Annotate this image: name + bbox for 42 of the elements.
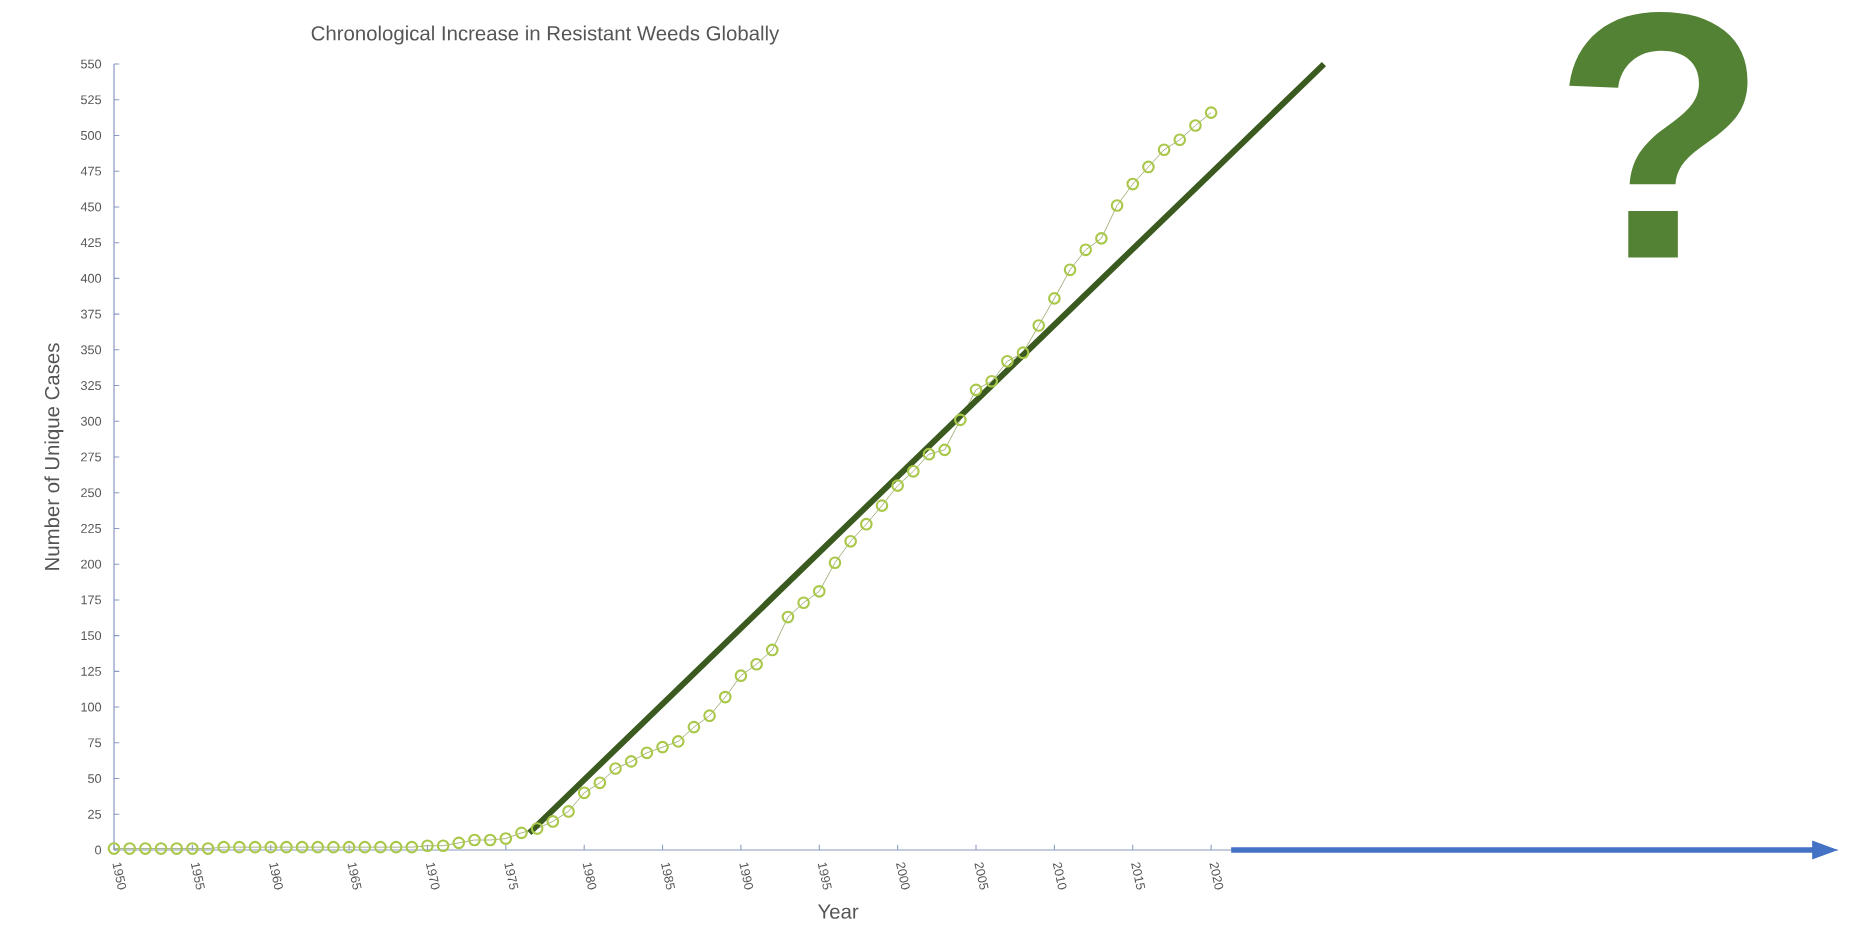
y-tick-label: 150 — [81, 631, 102, 641]
x-tick-label: 2010 — [1052, 862, 1067, 890]
y-tick-label: 0 — [95, 845, 102, 855]
y-tick-label: 275 — [81, 452, 102, 462]
x-tick-label: 1960 — [269, 862, 283, 890]
x-tick-label: 2015 — [1131, 862, 1146, 890]
y-tick-label: 125 — [81, 666, 102, 676]
y-tick-label: 425 — [80, 238, 102, 248]
y-tick-label: 200 — [81, 559, 102, 569]
x-tick-label: 1970 — [426, 862, 440, 890]
y-tick-label: 325 — [80, 381, 102, 391]
y-tick-label: 300 — [80, 416, 102, 426]
y-tick-label: 50 — [88, 774, 102, 784]
x-tick-label: 2000 — [896, 862, 910, 890]
y-tick-label: 250 — [81, 488, 102, 498]
y-tick-label: 75 — [88, 738, 102, 748]
x-axis-title: Year — [817, 904, 859, 919]
x-tick-label: 1990 — [739, 862, 754, 890]
y-tick-label: 375 — [80, 309, 102, 319]
x-tick-label: 2020 — [1209, 862, 1224, 890]
x-tick-label: 1995 — [817, 862, 832, 890]
y-tick-label: 550 — [80, 59, 102, 69]
annotation: ? — [1569, 12, 1748, 258]
y-tick-label: 175 — [81, 595, 102, 605]
y-tick-label: 525 — [80, 95, 102, 105]
y-tick-label: 350 — [80, 345, 102, 355]
y-tick-label: 475 — [80, 166, 102, 176]
x-tick-label: 1980 — [582, 862, 597, 890]
x-tick-label: 1950 — [112, 862, 127, 890]
y-tick-label: 225 — [81, 523, 102, 533]
x-tick-label: 1955 — [190, 862, 205, 890]
chart-title: Chronological Increase in Resistant Weeds Globally — [311, 25, 780, 45]
x-tick-label: 1985 — [661, 862, 676, 890]
y-tick-label: 400 — [80, 273, 102, 283]
x-tick-label: 1965 — [347, 862, 362, 890]
y-tick-label: 25 — [88, 809, 102, 819]
y-axis-title: Number of Unique Cases — [44, 343, 64, 570]
y-tick-label: 450 — [80, 202, 102, 212]
y-tick-label: 500 — [80, 130, 102, 140]
x-tick-label: 1975 — [504, 862, 519, 890]
x-tick-label: 2005 — [974, 862, 989, 890]
y-tick-label: 100 — [81, 702, 102, 712]
